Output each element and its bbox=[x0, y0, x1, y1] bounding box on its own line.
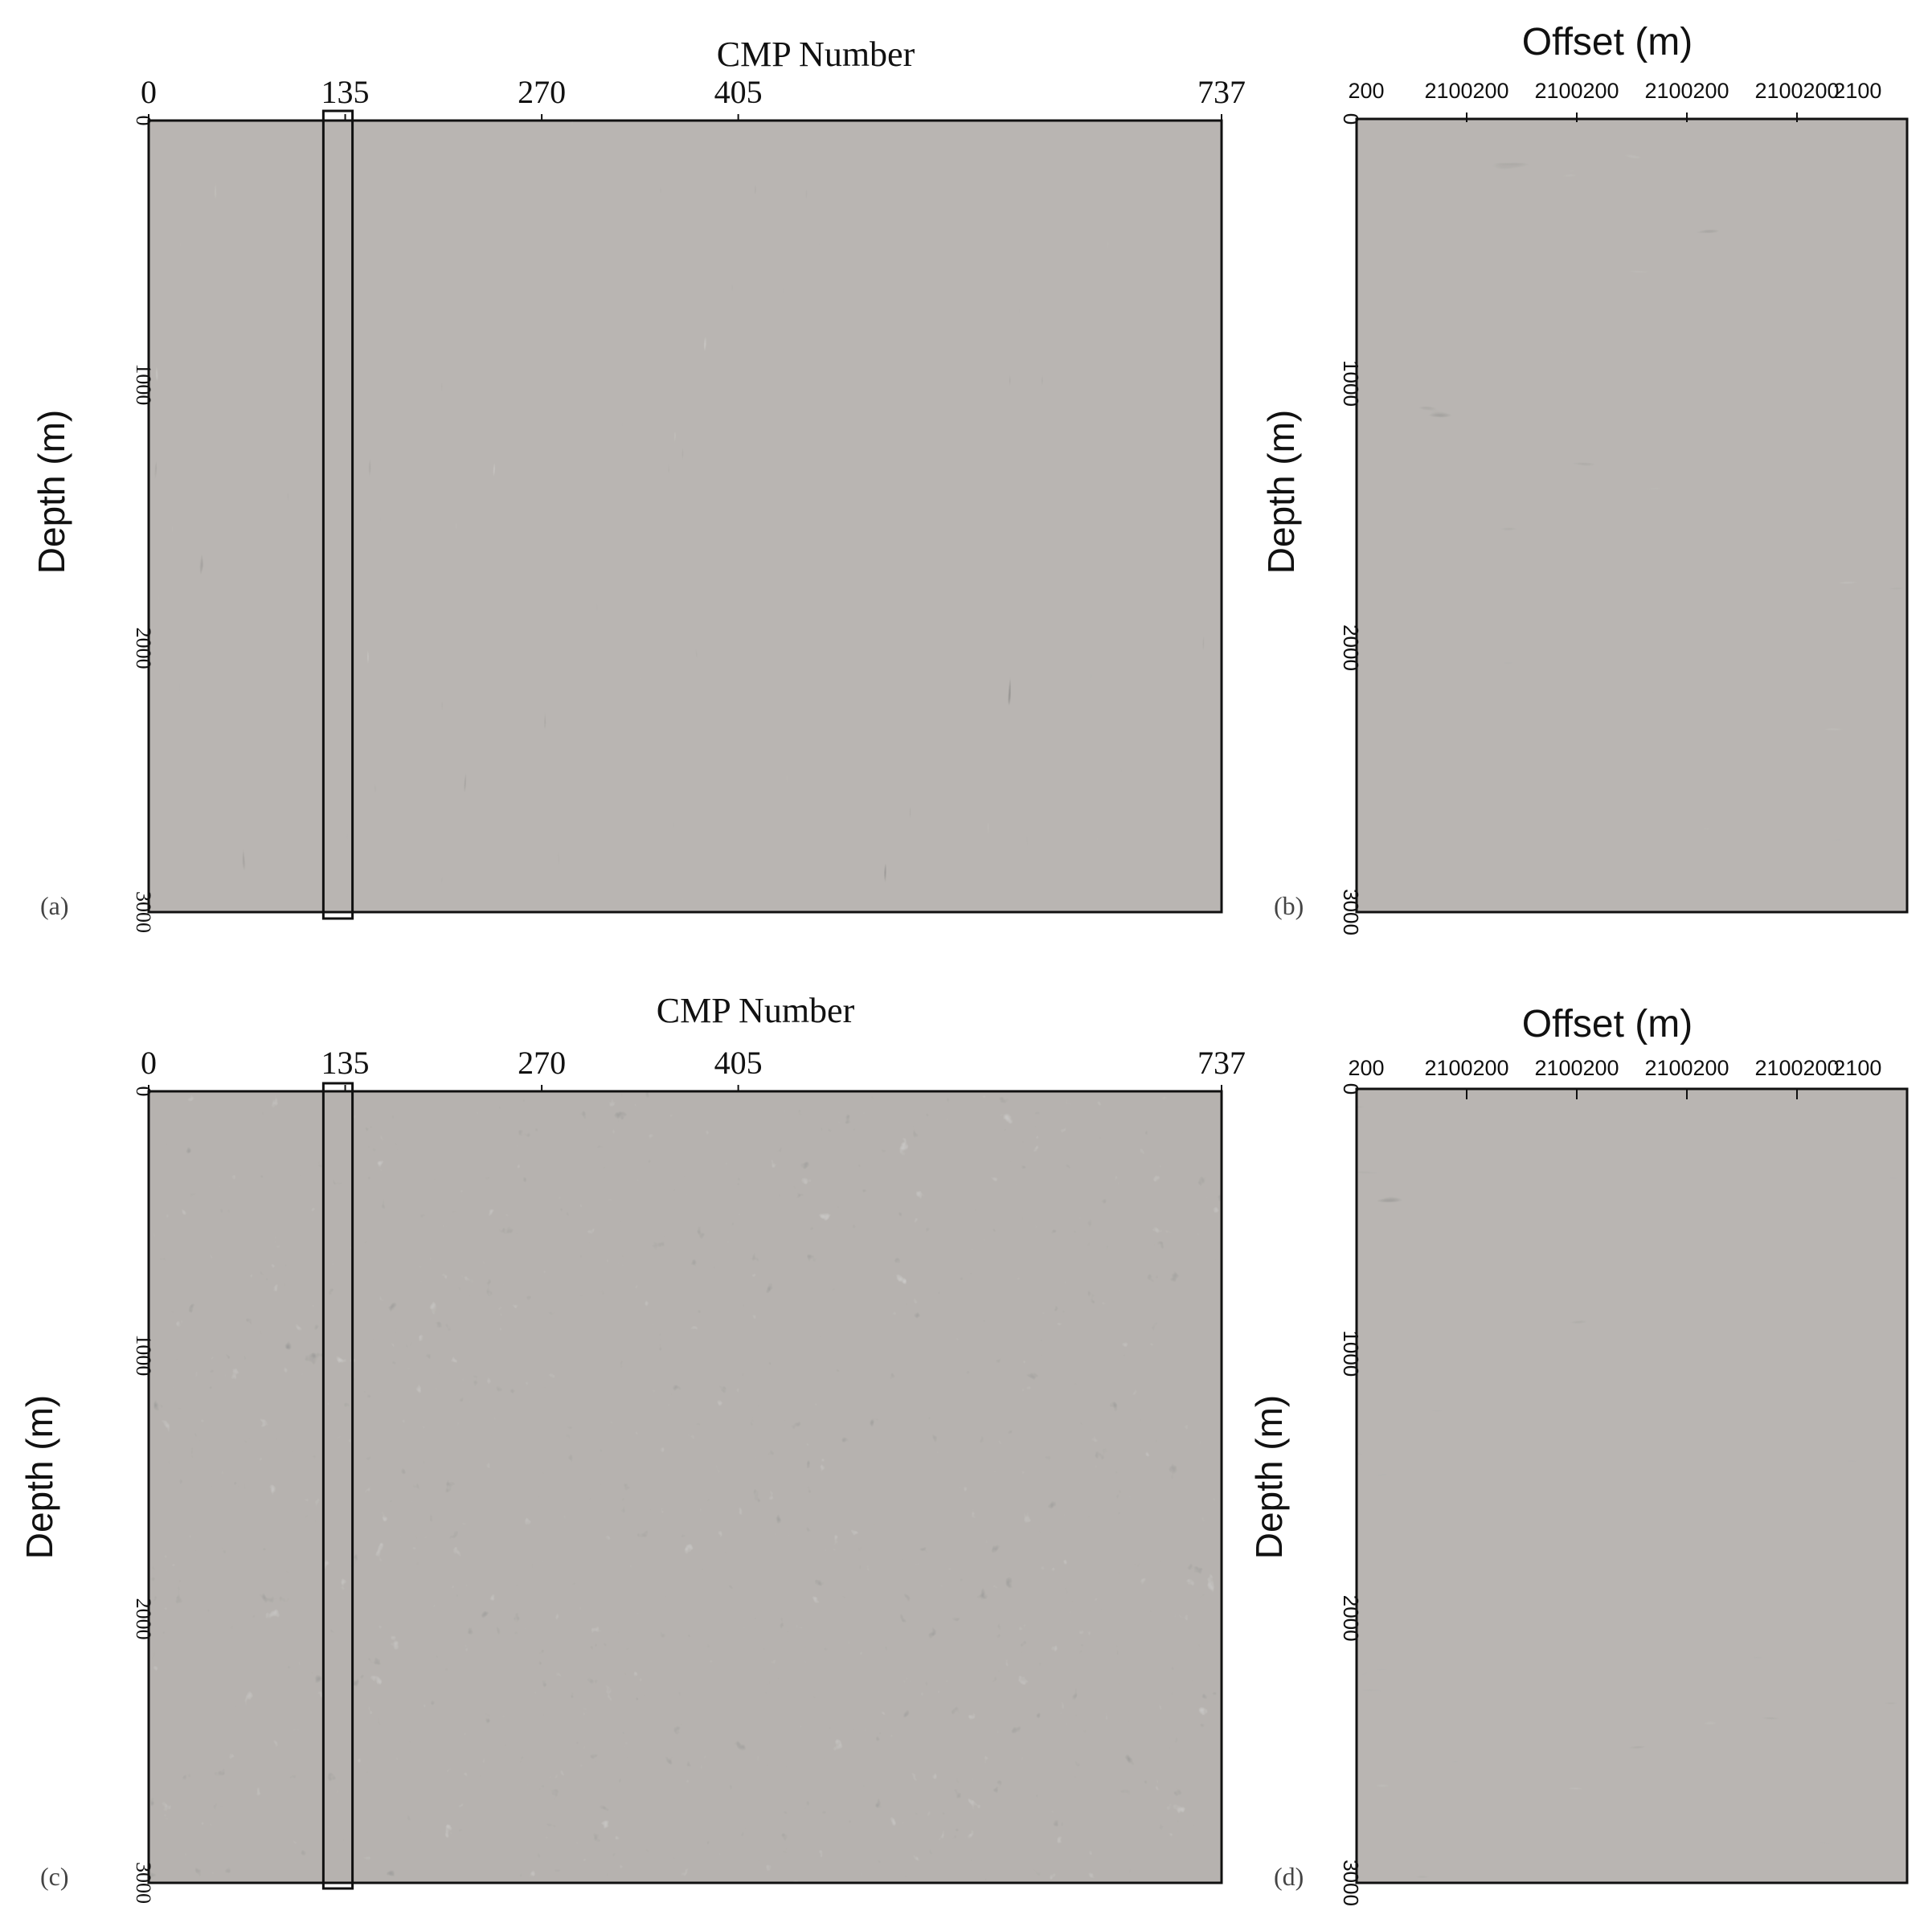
x-tick-label: 2100 bbox=[1833, 1056, 1881, 1080]
panel-d-title: Offset (m) bbox=[1522, 1003, 1693, 1045]
panel-b-ylabel: Depth (m) bbox=[1260, 410, 1302, 574]
y-tick-label: 3000 bbox=[1339, 1860, 1363, 1906]
y-tick-label: 1000 bbox=[132, 363, 155, 405]
panel-d-seismic-texture bbox=[1357, 1089, 1907, 1883]
panel-d-frame bbox=[1355, 1087, 1909, 1884]
y-tick-label: 0 bbox=[132, 1086, 155, 1097]
panel-b: Offset (m) 200 2100200 2100200 2100200 21002… bbox=[1260, 21, 1909, 935]
y-tick-label: 0 bbox=[1339, 113, 1363, 125]
panel-c-highlight-box bbox=[321, 1082, 354, 1890]
panel-a-highlight-box bbox=[321, 109, 354, 920]
x-tick-label: 2100200 bbox=[1424, 79, 1508, 103]
y-tick-label: 1000 bbox=[1339, 1330, 1363, 1377]
x-tick-label: 2100200 bbox=[1754, 79, 1839, 103]
panel-a-x-ticks: 0 135 270 405 737 bbox=[141, 74, 1246, 121]
x-tick-label: 405 bbox=[714, 74, 763, 110]
y-tick-label: 3000 bbox=[1339, 889, 1363, 935]
panel-b-y-ticks: 0 1000 2000 3000 bbox=[1339, 113, 1363, 935]
panel-d-y-ticks: 0 1000 2000 3000 bbox=[1339, 1083, 1363, 1906]
x-tick-label: 200 bbox=[1348, 1056, 1384, 1080]
panel-c-frame bbox=[147, 1090, 1223, 1884]
panel-c: CMP Number 0 135 270 405 737 0 1000 2000 3000 D… bbox=[18, 991, 1246, 1904]
panel-a-y-ticks: 0 1000 2000 3000 bbox=[132, 116, 155, 934]
x-tick-label: 2100200 bbox=[1644, 79, 1729, 103]
panel-c-tag: (c) bbox=[40, 1862, 69, 1891]
x-tick-label: 737 bbox=[1197, 74, 1246, 110]
panel-d-ylabel: Depth (m) bbox=[1248, 1395, 1290, 1559]
y-tick-label: 2000 bbox=[132, 1598, 155, 1640]
panel-a-ylabel: Depth (m) bbox=[31, 410, 72, 574]
panel-d: Offset (m) 200 2100200 2100200 2100200 21002… bbox=[1248, 1003, 1909, 1906]
y-tick-label: 1000 bbox=[1339, 360, 1363, 407]
panel-a-frame bbox=[147, 119, 1223, 914]
y-tick-label: 1000 bbox=[132, 1334, 155, 1376]
y-tick-label: 3000 bbox=[132, 1862, 155, 1904]
x-tick-label: 2100 bbox=[1833, 79, 1881, 103]
x-tick-label: 135 bbox=[321, 1045, 370, 1081]
x-tick-label: 270 bbox=[518, 1045, 566, 1081]
panel-a: CMP Number 0 135 270 405 737 0 1000 2000 3000 D… bbox=[31, 35, 1246, 933]
panel-a-title: CMP Number bbox=[717, 35, 915, 74]
panel-b-tag: (b) bbox=[1274, 891, 1304, 920]
panel-b-seismic-texture bbox=[1357, 119, 1907, 912]
y-tick-label: 3000 bbox=[132, 891, 155, 933]
x-tick-label: 737 bbox=[1197, 1045, 1246, 1081]
x-tick-label: 200 bbox=[1348, 79, 1384, 103]
x-tick-label: 2100200 bbox=[1754, 1056, 1839, 1080]
x-tick-label: 270 bbox=[518, 74, 566, 110]
y-tick-label: 0 bbox=[1339, 1083, 1363, 1095]
panel-c-seismic-texture bbox=[149, 1091, 1222, 1883]
x-tick-label: 2100200 bbox=[1534, 79, 1619, 103]
panel-a-seismic-texture bbox=[149, 121, 1222, 912]
x-tick-label: 2100200 bbox=[1424, 1056, 1508, 1080]
panel-a-tag: (a) bbox=[40, 891, 69, 920]
x-tick-label: 135 bbox=[321, 74, 370, 110]
y-tick-label: 2000 bbox=[132, 628, 155, 669]
panel-b-title: Offset (m) bbox=[1522, 21, 1693, 63]
x-tick-label: 2100200 bbox=[1644, 1056, 1729, 1080]
panel-c-title: CMP Number bbox=[657, 991, 855, 1030]
y-tick-label: 2000 bbox=[1339, 1595, 1363, 1642]
panel-c-ylabel: Depth (m) bbox=[18, 1395, 60, 1559]
panel-c-x-ticks: 0 135 270 405 737 bbox=[141, 1045, 1246, 1091]
panel-b-frame bbox=[1355, 117, 1909, 914]
x-tick-label: 2100200 bbox=[1534, 1056, 1619, 1080]
x-tick-label: 405 bbox=[714, 1045, 763, 1081]
y-tick-label: 0 bbox=[132, 116, 155, 126]
panel-d-tag: (d) bbox=[1274, 1862, 1304, 1891]
x-tick-label: 0 bbox=[141, 1045, 157, 1081]
y-tick-label: 2000 bbox=[1339, 624, 1363, 671]
x-tick-label: 0 bbox=[141, 74, 157, 110]
panel-c-y-ticks: 0 1000 2000 3000 bbox=[132, 1086, 155, 1905]
